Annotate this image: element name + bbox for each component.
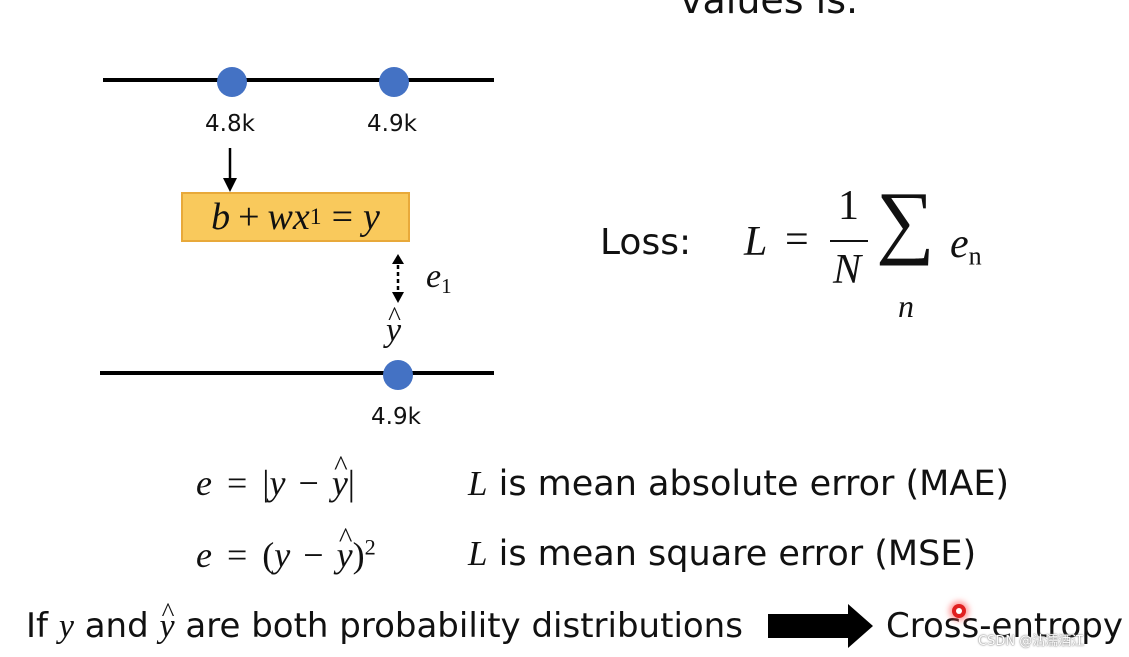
- bottom-point-label: 4.9k: [371, 404, 421, 430]
- eq-plus: +: [238, 196, 260, 238]
- prob-prefix: If: [26, 606, 59, 646]
- mse-open: (: [262, 535, 275, 575]
- top-point-2: [379, 67, 409, 97]
- result-arrow: [768, 604, 873, 648]
- error-label: e1: [426, 258, 452, 299]
- model-equation-box: b + w x 1 = y: [181, 192, 410, 242]
- loss-sum-index: n: [898, 288, 914, 324]
- loss-denominator: N: [833, 247, 862, 293]
- top-point-2-label: 4.9k: [367, 111, 417, 137]
- mae-y: y: [269, 463, 286, 503]
- prob-statement: If y and y are both probability distribu…: [26, 597, 743, 646]
- eq-x-sub: 1: [309, 203, 322, 230]
- heading-fragment: values is.: [680, 0, 859, 22]
- mse-y: y: [274, 535, 291, 575]
- mse-formula: e = (y − y)2: [196, 522, 376, 576]
- loss-L: L: [744, 219, 768, 265]
- mse-e: e: [196, 535, 212, 575]
- mse-description: L is mean square error (MSE): [468, 534, 976, 574]
- loss-label: Loss:: [600, 222, 692, 263]
- loss-sigma: ∑: [876, 175, 935, 266]
- loss-equals: =: [785, 217, 809, 263]
- prob-mid1: and: [73, 606, 160, 646]
- loss-fraction-bar: [830, 240, 868, 242]
- loss-numerator: 1: [838, 183, 859, 229]
- top-point-1-label: 4.8k: [205, 111, 255, 137]
- mse-minus: −: [303, 535, 324, 575]
- mae-open: |: [262, 463, 270, 503]
- mse-power: 2: [364, 534, 376, 560]
- mae-desc-text: is mean absolute error (MAE): [487, 464, 1010, 504]
- mse-close: ): [352, 535, 365, 575]
- prob-yhat: y: [160, 597, 175, 646]
- error-label-sub: 1: [441, 273, 452, 298]
- cursor-dot-icon: [952, 604, 966, 618]
- top-point-1: [217, 67, 247, 97]
- watermark: CSDN @沽濡酒江: [978, 634, 1085, 649]
- loss-term-sub: n: [968, 241, 982, 271]
- error-arrow-head-up: [392, 254, 404, 264]
- mse-desc-L: L: [468, 534, 488, 573]
- error-label-e: e: [426, 258, 442, 295]
- mse-yhat: y: [337, 522, 353, 576]
- mae-close: |: [347, 463, 356, 503]
- yhat-label: y: [386, 301, 401, 350]
- eq-b: b: [211, 196, 231, 238]
- eq-y: y: [363, 196, 380, 238]
- input-arrow-head: [223, 178, 237, 192]
- loss-term: en: [950, 220, 982, 271]
- mae-formula: e = |y − y|: [196, 450, 356, 504]
- error-arrow-head-down: [392, 292, 404, 303]
- mae-desc-L: L: [468, 464, 488, 503]
- mae-minus: −: [298, 463, 319, 503]
- mae-description: L is mean absolute error (MAE): [468, 464, 1009, 504]
- cross-entropy-label: Cross-entropy: [886, 606, 1124, 646]
- mae-yhat: y: [332, 450, 348, 504]
- mae-equals: =: [226, 463, 248, 503]
- yhat-symbol: y: [386, 301, 401, 350]
- eq-w: w: [267, 196, 293, 238]
- eq-x: x: [292, 196, 310, 238]
- mse-desc-text: is mean square error (MSE): [487, 534, 977, 574]
- prob-mid2: are both probability distributions: [174, 606, 743, 646]
- mse-equals: =: [226, 535, 248, 575]
- bottom-point: [383, 360, 413, 390]
- mae-e: e: [196, 463, 212, 503]
- prob-y: y: [58, 608, 74, 645]
- loss-term-e: e: [950, 221, 969, 267]
- eq-equals: =: [331, 196, 353, 238]
